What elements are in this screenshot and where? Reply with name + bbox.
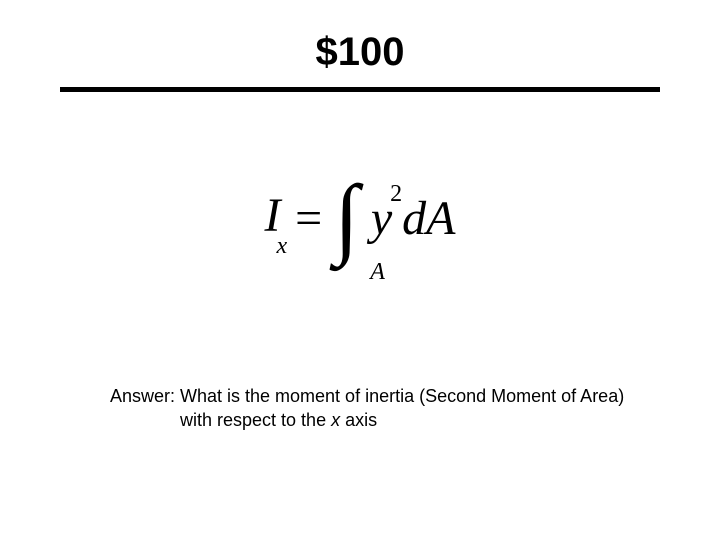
- formula-area: Ix = ∫ A y2dA: [0, 92, 720, 314]
- answer-block: Answer: What is the moment of inertia (S…: [0, 384, 720, 433]
- integral-sign: ∫: [334, 182, 359, 254]
- formula: Ix = ∫ A y2dA: [264, 182, 455, 254]
- answer-label: Answer:: [60, 384, 180, 433]
- answer-text-pre: What is the moment of inertia (Second Mo…: [180, 386, 624, 430]
- formula-lhs: Ix: [264, 188, 287, 249]
- answer-text-ital: x: [331, 410, 340, 430]
- answer-text-post: axis: [340, 410, 377, 430]
- equals-sign: =: [295, 191, 322, 246]
- integrand-exp: 2: [390, 181, 402, 207]
- diff-var: A: [426, 192, 455, 245]
- title: $100: [0, 0, 720, 87]
- diff-d: d: [402, 192, 426, 245]
- integrand-var: y: [371, 192, 392, 245]
- formula-rhs: y2dA: [371, 191, 456, 246]
- lhs-sub: x: [276, 233, 287, 259]
- answer-text: What is the moment of inertia (Second Mo…: [180, 384, 660, 433]
- integral: ∫ A: [334, 182, 359, 254]
- integral-lower-bound: A: [370, 259, 385, 286]
